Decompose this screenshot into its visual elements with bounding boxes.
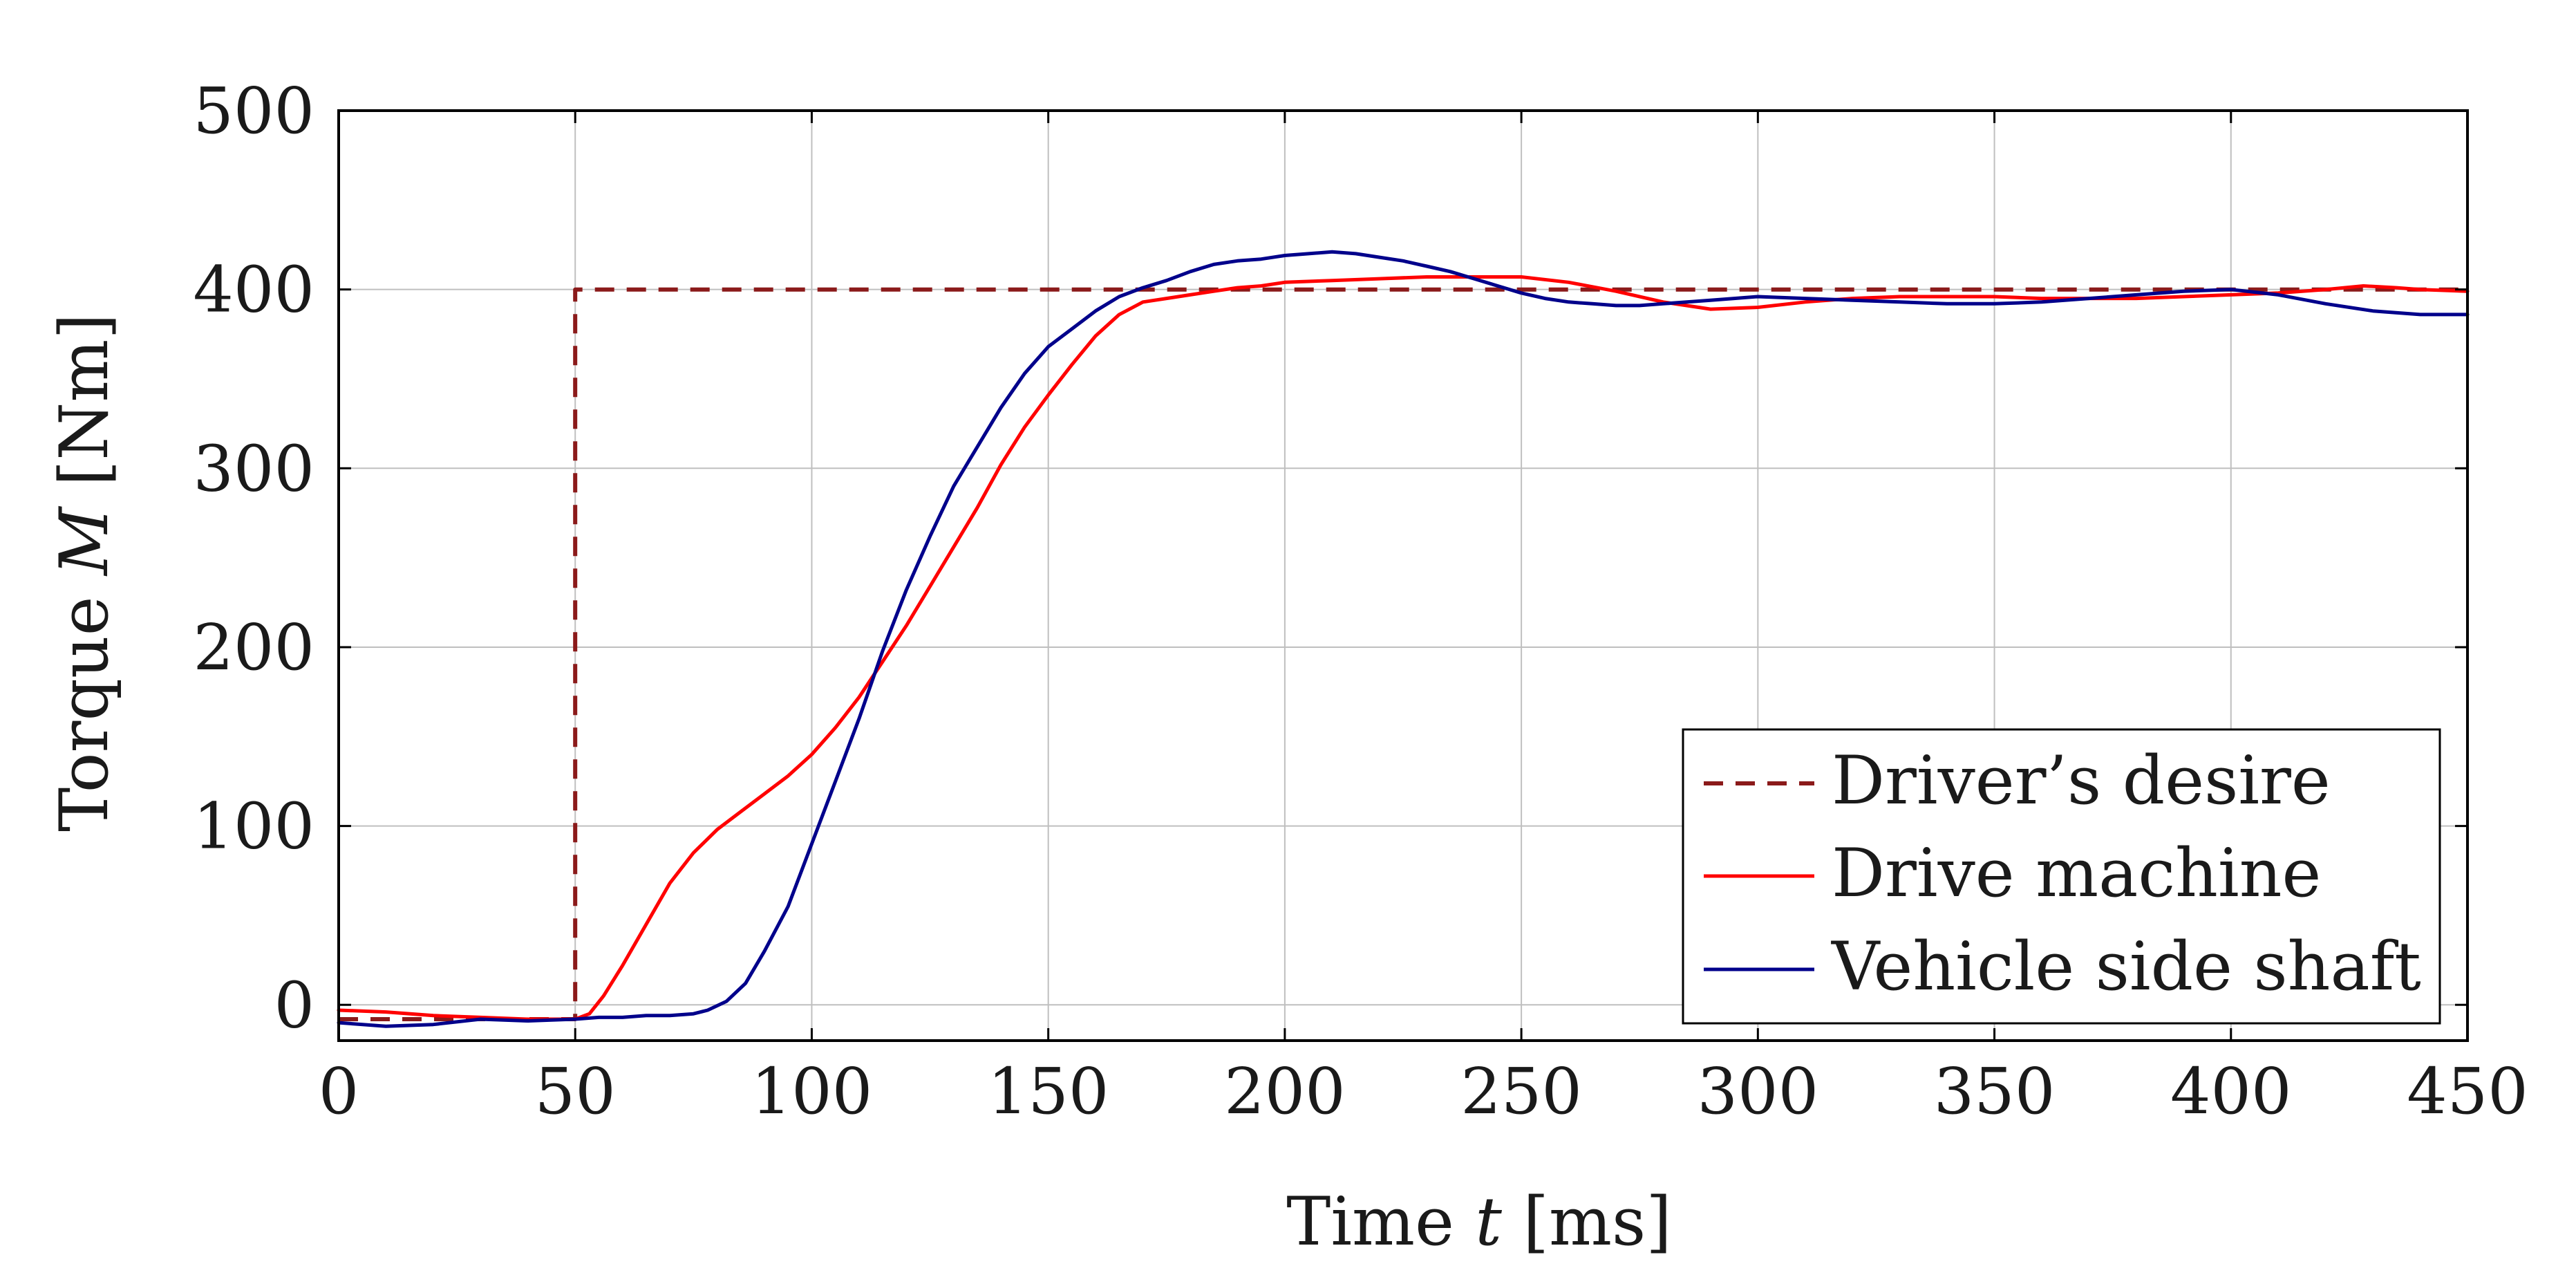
x-tick-label: 200 — [1224, 1054, 1346, 1128]
legend-label-vehicle-side-shaft: Vehicle side shaft — [1831, 928, 2421, 1005]
drivers-desire-line — [339, 287, 2467, 1021]
legend: Driver’s desire Drive machine Vehicle si… — [1682, 728, 2441, 1025]
x-axis-title-prefix: Time — [1286, 1183, 1475, 1260]
legend-label-drive-machine: Drive machine — [1832, 835, 2321, 912]
y-axis-title-prefix: Torque — [46, 575, 123, 832]
y-tick-label: 400 — [193, 253, 314, 327]
plot-frame — [337, 109, 2469, 1042]
tick-labels: 0 50 100 150 200 250 300 350 400 450 0 100 200 300 400… — [193, 74, 2528, 1128]
x-tick-label: 150 — [988, 1054, 1109, 1128]
y-axis-title-var: M — [46, 505, 123, 577]
y-axis-title-unit: [Nm] — [46, 313, 123, 507]
drive-machine-line — [337, 275, 2470, 1021]
x-axis-title-var: t — [1475, 1183, 1502, 1260]
x-axis-title: Time t [ms] — [1286, 1183, 1671, 1260]
x-axis-title-unit: [ms] — [1502, 1183, 1672, 1260]
y-tick-label: 500 — [193, 74, 314, 148]
vehicle-side-shaft-line — [337, 250, 2470, 1028]
x-tick-label: 450 — [2407, 1054, 2528, 1128]
ticks — [337, 109, 2469, 1041]
x-tick-label: 400 — [2170, 1054, 2292, 1128]
x-tick-label: 100 — [751, 1054, 873, 1128]
y-tick-label: 100 — [193, 790, 314, 864]
series-layer — [337, 250, 2470, 1028]
x-tick-label: 0 — [319, 1054, 359, 1128]
legend-label-drivers-desire: Driver’s desire — [1832, 742, 2331, 819]
grid — [338, 110, 2468, 1041]
y-tick-label: 300 — [193, 431, 314, 505]
y-tick-label: 200 — [193, 611, 314, 685]
x-tick-label: 250 — [1460, 1054, 1582, 1128]
x-tick-label: 300 — [1698, 1054, 1819, 1128]
x-tick-label: 50 — [535, 1054, 616, 1128]
y-tick-label: 0 — [274, 968, 314, 1042]
y-axis-title: Torque M [Nm] — [46, 313, 123, 832]
x-tick-label: 350 — [1934, 1054, 2056, 1128]
